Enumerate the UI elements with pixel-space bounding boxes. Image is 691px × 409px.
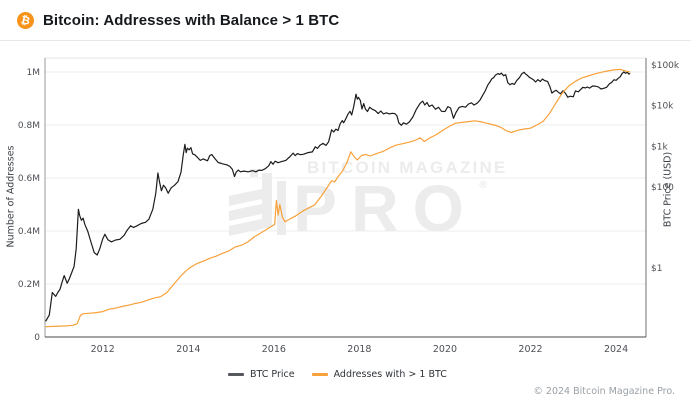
watermark-logo-bar xyxy=(277,181,286,235)
y-right-tick-label: $100 xyxy=(651,183,674,193)
watermark-logo-bar xyxy=(229,187,271,206)
watermark-text-line1: BITCOIN MAGAZINE xyxy=(307,158,507,177)
legend-line-swatch-icon xyxy=(228,373,244,376)
watermark-text-line2: PRO xyxy=(293,171,478,245)
x-tick-label: 2014 xyxy=(176,344,200,355)
legend-label: Addresses with > 1 BTC xyxy=(333,369,447,380)
x-tick-label: 2020 xyxy=(433,344,457,355)
legend-line-swatch-icon xyxy=(311,373,328,376)
series-line-btc-price xyxy=(45,71,631,322)
y-left-tick-label: 0.2M xyxy=(18,280,40,290)
legend-item-btc-price[interactable]: BTC Price xyxy=(228,369,295,380)
y-left-tick-label: 0 xyxy=(34,333,40,343)
y-right-tick-label: $1 xyxy=(651,264,662,274)
x-tick-label: 2022 xyxy=(518,344,542,355)
chart-header: ₿ Bitcoin: Addresses with Balance > 1 BT… xyxy=(0,0,691,41)
y-right-tick-label: $1k xyxy=(651,142,668,152)
y-left-tick-label: 0.8M xyxy=(18,121,40,131)
watermark-logo-bar xyxy=(250,169,258,177)
bitcoin-logo-icon: ₿ xyxy=(15,9,36,31)
page-title: Bitcoin: Addresses with Balance > 1 BTC xyxy=(43,11,340,29)
y-left-tick-label: 0.6M xyxy=(18,174,40,184)
watermark-logo-bar xyxy=(229,217,271,236)
legend-label: BTC Price xyxy=(250,369,295,380)
watermark-logo-bar xyxy=(229,202,271,221)
y-right-tick-label: $100k xyxy=(651,61,680,71)
y-left-tick-label: 0.4M xyxy=(18,227,40,237)
x-tick-label: 2018 xyxy=(347,344,371,355)
chart-legend: BTC Price Addresses with > 1 BTC xyxy=(228,369,447,380)
watermark-registered-icon: ® xyxy=(478,180,488,191)
x-tick-label: 2016 xyxy=(262,344,286,355)
y-right-tick-label: $10k xyxy=(651,102,674,112)
x-tick-label: 2012 xyxy=(91,344,115,355)
y-left-tick-label: 1M xyxy=(27,68,41,78)
series-line-addresses-with-1-btc xyxy=(45,68,631,328)
legend-item-addresses-with-1-btc[interactable]: Addresses with > 1 BTC xyxy=(311,369,447,380)
x-tick-label: 2024 xyxy=(604,344,628,355)
copyright-text: © 2024 Bitcoin Magazine Pro. xyxy=(533,386,675,397)
watermark-logo-bar xyxy=(262,173,272,227)
